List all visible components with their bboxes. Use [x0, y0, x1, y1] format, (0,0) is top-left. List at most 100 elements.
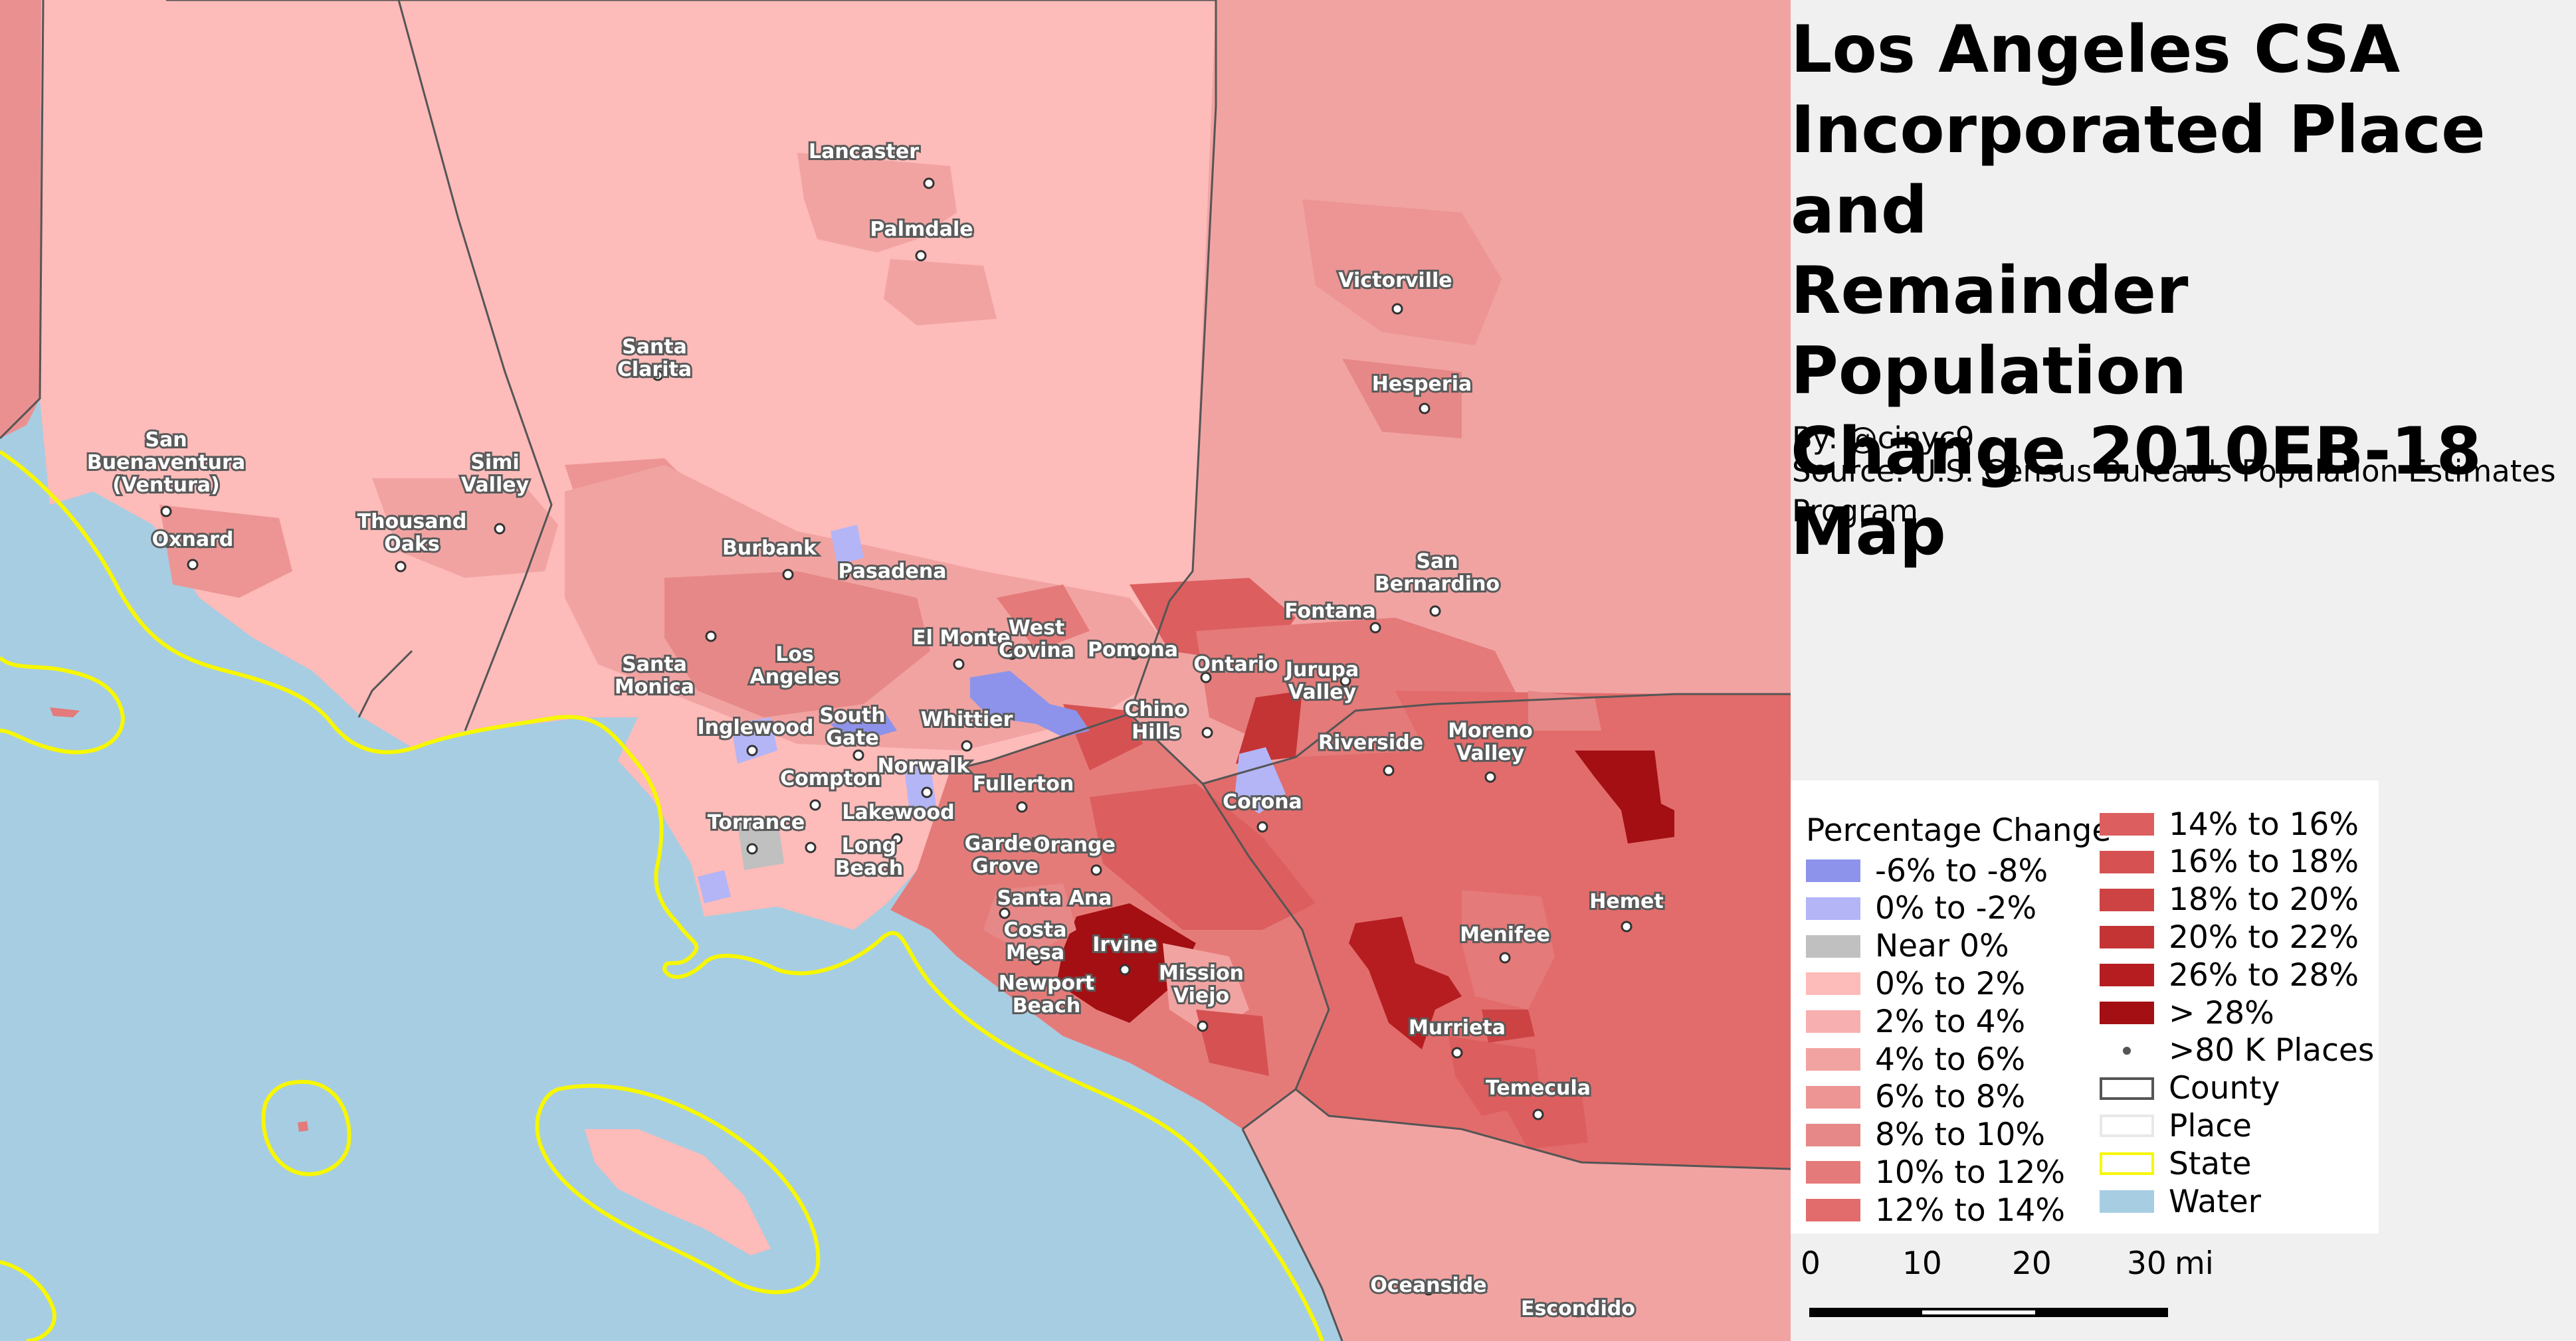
legend-item: 26% to 28% — [2100, 956, 2359, 994]
city-point-icon[interactable] — [1200, 671, 1212, 683]
city-point-icon[interactable] — [953, 658, 965, 670]
city-point-icon[interactable] — [746, 745, 758, 757]
city-point-icon[interactable] — [1484, 771, 1496, 783]
map-title-line: Change 2010EB-18 — [1791, 414, 2482, 490]
city-point-icon[interactable] — [1369, 622, 1381, 634]
city-label: Costa Mesa — [1003, 919, 1066, 964]
byline: By: @cinyc9 — [1792, 420, 1975, 456]
city-point-icon[interactable] — [838, 569, 850, 581]
legend-color-swatch — [2100, 813, 2154, 836]
city-point-icon[interactable] — [494, 523, 506, 535]
san-diego-county — [1242, 1089, 1791, 1341]
legend-item-label: 8% to 10% — [1875, 1117, 2046, 1154]
city-point-icon[interactable] — [1119, 964, 1131, 976]
city-point-icon[interactable] — [1423, 1284, 1435, 1296]
scale-unit: mi — [2175, 1245, 2214, 1282]
city-label: Long Beach — [835, 834, 904, 880]
legend-item-label: 18% to 20% — [2169, 881, 2359, 919]
city-label: Santa Ana — [997, 887, 1112, 910]
legend-color-swatch — [1806, 1199, 1860, 1222]
city-point-icon[interactable] — [1391, 303, 1403, 315]
city-point-icon[interactable] — [1621, 921, 1633, 933]
city-label: Temecula — [1486, 1077, 1591, 1100]
legend-item-label: Place — [2169, 1107, 2252, 1144]
city-point-icon[interactable] — [785, 675, 797, 687]
city-point-icon[interactable] — [705, 630, 717, 642]
city-point-icon[interactable] — [1090, 864, 1102, 876]
legend-outline-swatch — [2100, 1077, 2154, 1100]
city-point-icon[interactable] — [652, 369, 664, 381]
city-point-icon[interactable] — [1197, 1020, 1209, 1032]
city-point-icon[interactable] — [782, 569, 794, 581]
city-label: Pasadena — [839, 560, 947, 583]
santa-catalina-island — [585, 1129, 771, 1255]
city-point-icon[interactable] — [1339, 675, 1351, 687]
city-label: Pomona — [1088, 638, 1178, 662]
legend-color-swatch — [1806, 897, 1860, 920]
city-label: Fullerton — [973, 772, 1074, 796]
city-label: Newport Beach — [999, 972, 1094, 1018]
legend-title: Percentage Change — [1806, 812, 2112, 849]
city-point-icon[interactable] — [1451, 1047, 1463, 1059]
city-label: Moreno Valley — [1448, 719, 1533, 765]
map-canvas[interactable]: Lancaster Palmdale Victorville Hesperia Sant… — [0, 0, 1791, 1341]
legend-color-swatch — [1806, 935, 1860, 958]
source-line: Source: U.S. Census Bureau's Population … — [1792, 454, 2556, 489]
city-label: Burbank — [722, 537, 817, 560]
city-point-icon[interactable] — [1429, 605, 1441, 617]
legend-item: Place — [2100, 1107, 2252, 1144]
legend-item-label: -6% to -8% — [1875, 852, 2048, 889]
city-point-icon[interactable] — [1256, 821, 1268, 833]
city-label: Whittier — [921, 708, 1013, 731]
santa-barbara-edge — [0, 0, 41, 438]
city-point-icon[interactable] — [1499, 952, 1511, 964]
city-point-icon[interactable] — [1006, 648, 1018, 660]
city-label: Victorville — [1338, 269, 1452, 292]
city-point-icon[interactable] — [961, 740, 973, 752]
source-line: Program — [1792, 493, 1918, 529]
small-island — [298, 1121, 308, 1132]
scale-tick-label: 30 — [2127, 1245, 2167, 1282]
city-point-icon[interactable] — [1128, 648, 1140, 660]
city-label: Corona — [1223, 790, 1302, 814]
city-point-icon[interactable] — [1016, 801, 1028, 813]
city-label: Simi Valley — [461, 451, 530, 497]
legend-item: 10% to 12% — [1806, 1154, 2065, 1191]
city-point-icon[interactable] — [746, 843, 758, 855]
city-point-icon[interactable] — [921, 786, 933, 798]
legend-item-label: 10% to 12% — [1875, 1154, 2065, 1191]
city-point-icon[interactable] — [160, 505, 172, 517]
city-point-icon[interactable] — [395, 561, 407, 573]
city-point-icon[interactable] — [997, 891, 1009, 903]
city-label: Mission Viejo — [1159, 962, 1244, 1008]
city-point-icon[interactable] — [809, 799, 821, 811]
city-point-icon[interactable] — [999, 907, 1011, 919]
city-point-icon[interactable] — [1383, 764, 1395, 776]
city-point-icon[interactable] — [805, 842, 817, 853]
legend-item-label: Near 0% — [1875, 928, 2009, 965]
city-point-icon[interactable] — [915, 250, 927, 262]
legend-item: 14% to 16% — [2100, 806, 2359, 843]
legend-color-swatch — [1806, 1010, 1860, 1033]
city-point-icon[interactable] — [852, 749, 864, 761]
city-label: Thousand Oaks — [357, 510, 467, 556]
city-point-icon[interactable] — [891, 833, 903, 845]
legend-color-swatch — [1806, 1085, 1860, 1109]
city-label: Chino Hills — [1124, 698, 1188, 744]
legend-item-label: 26% to 28% — [2169, 956, 2359, 994]
legend-item: 6% to 8% — [1806, 1079, 2025, 1116]
legend-outline-swatch — [2100, 1152, 2154, 1176]
legend-item-label: 2% to 4% — [1875, 1003, 2026, 1040]
city-point-icon[interactable] — [187, 559, 199, 571]
city-point-icon[interactable] — [1201, 727, 1213, 739]
city-point-icon[interactable] — [923, 177, 935, 189]
city-label: El Monte — [912, 626, 1011, 650]
city-label: Palmdale — [870, 218, 973, 241]
city-point-icon[interactable] — [1419, 402, 1431, 414]
city-point-icon[interactable] — [1048, 1002, 1060, 1014]
city-point-icon[interactable] — [1031, 954, 1042, 966]
city-point-icon[interactable] — [1532, 1109, 1544, 1120]
legend-item: 0% to 2% — [1806, 965, 2025, 1002]
city-label: Lancaster — [809, 140, 919, 163]
city-point-icon[interactable] — [1572, 1306, 1584, 1318]
